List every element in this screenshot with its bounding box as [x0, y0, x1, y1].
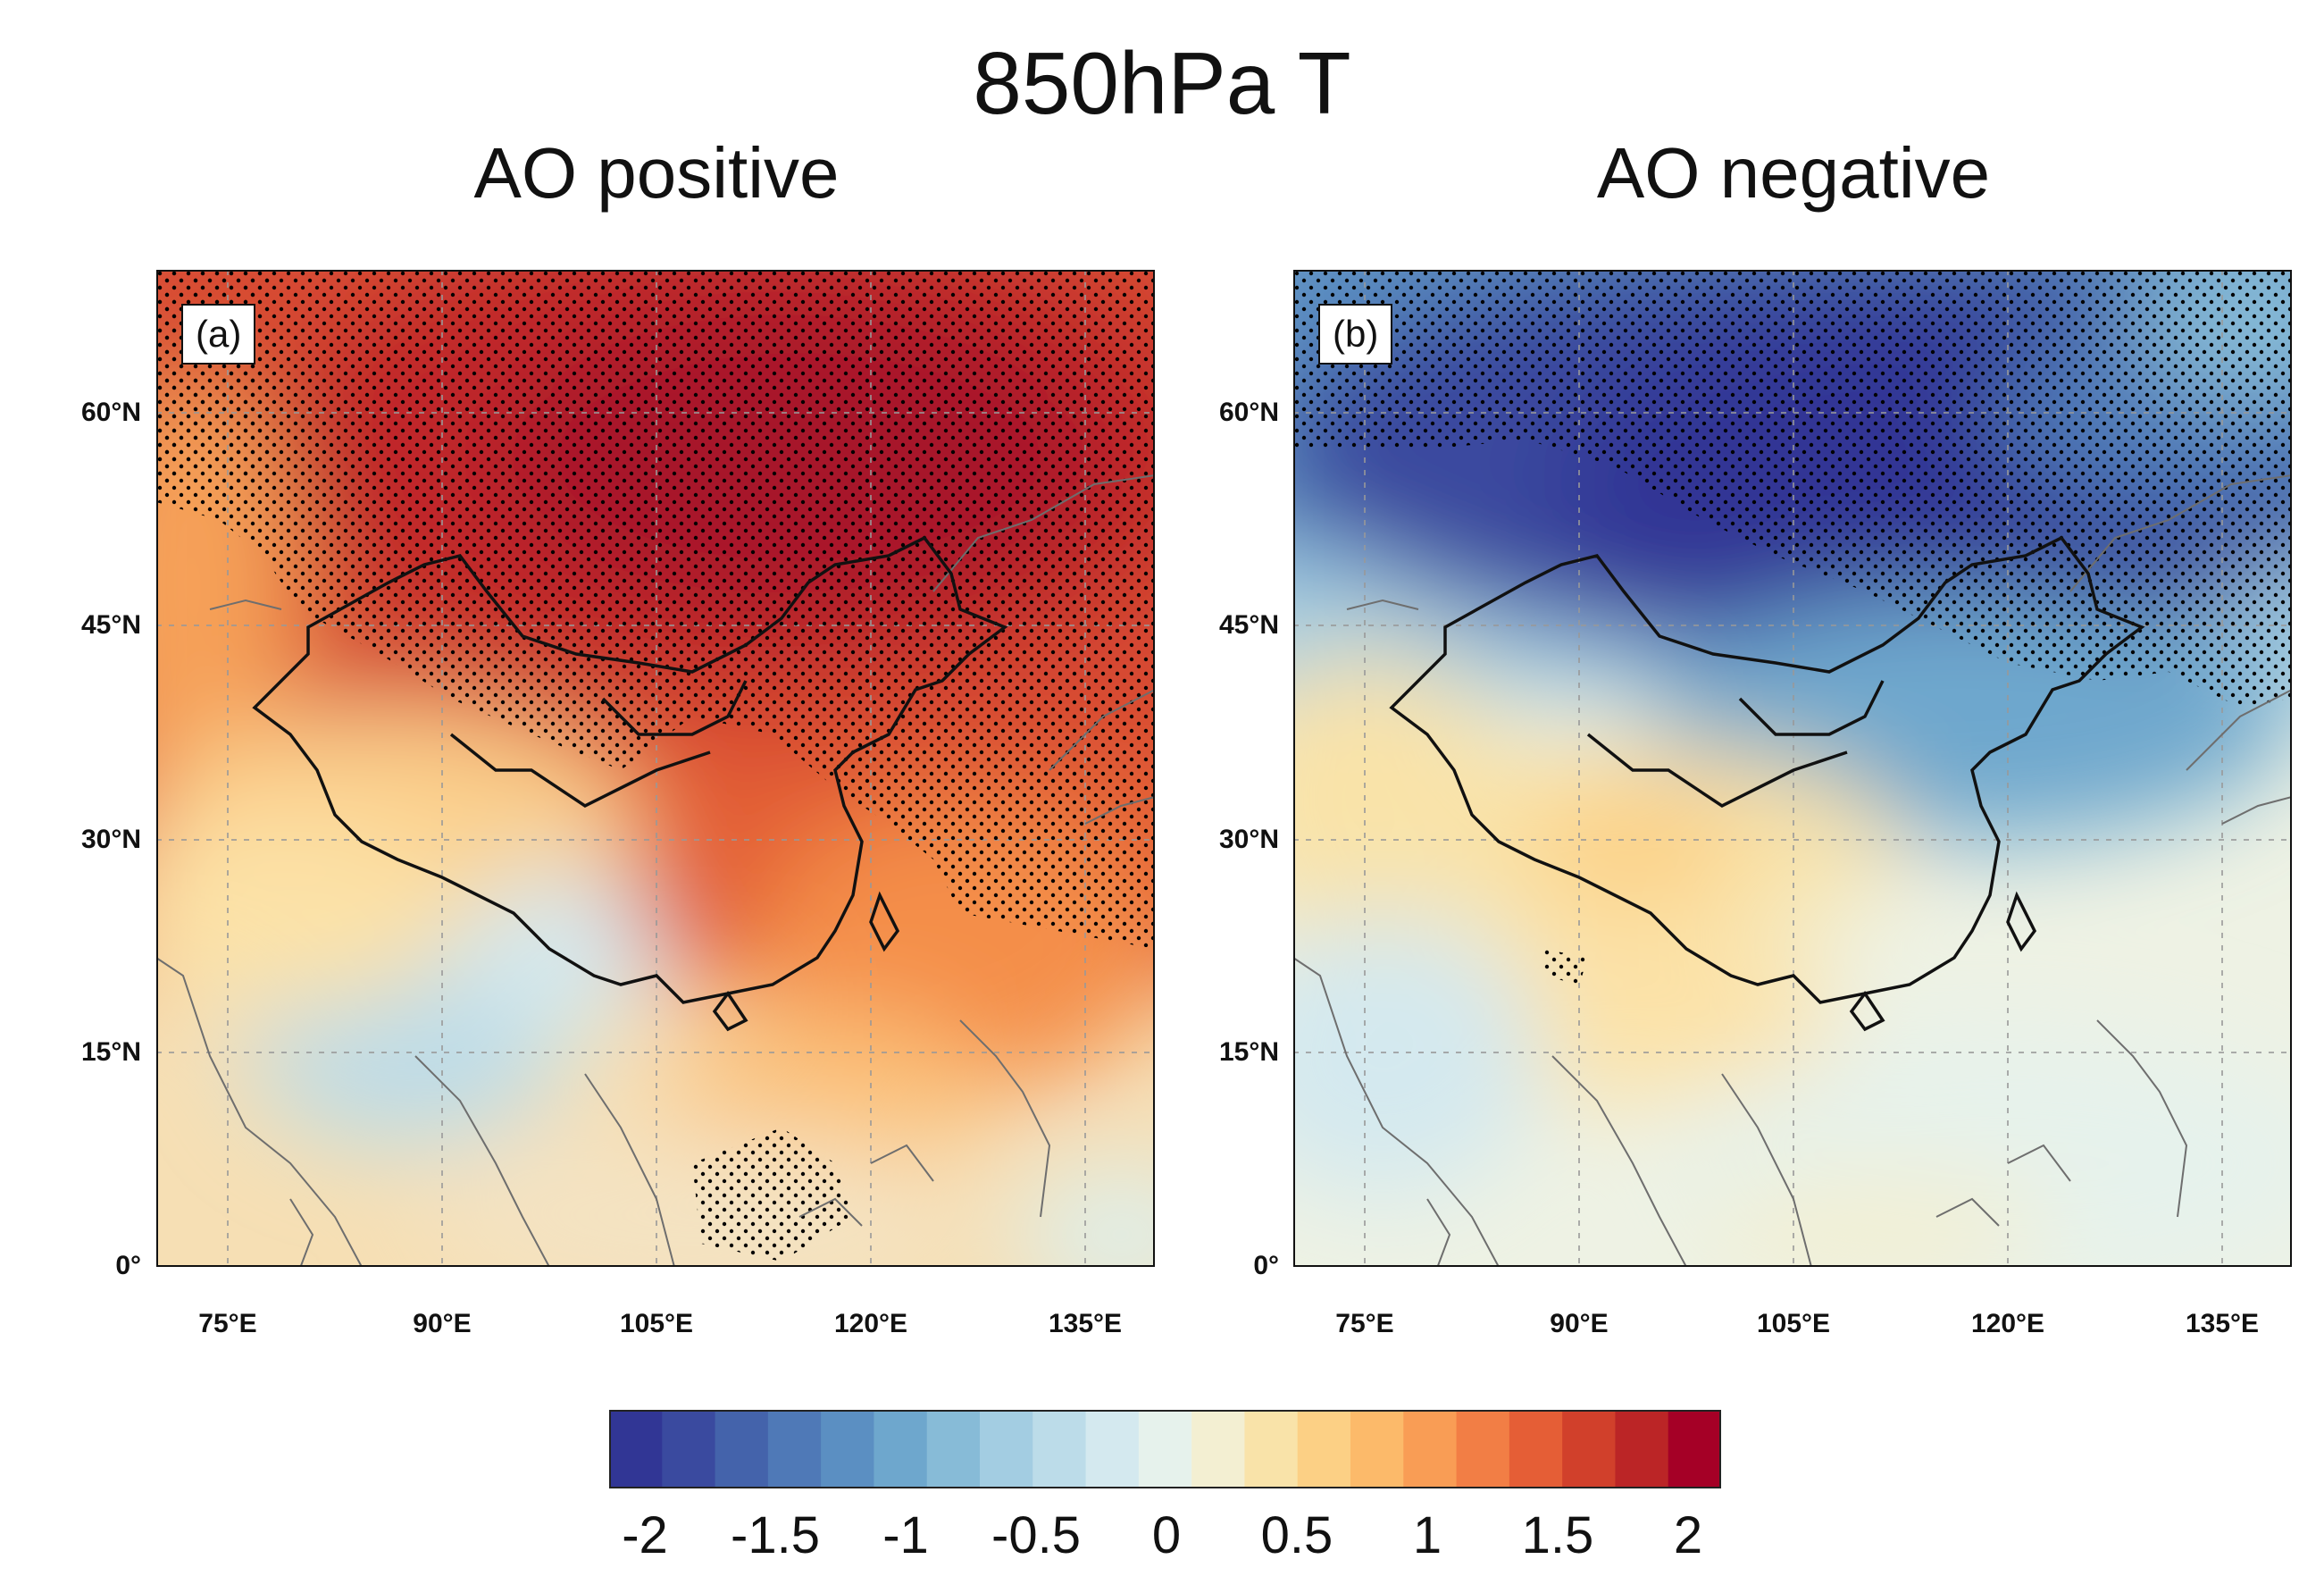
colorbar-tick-label: -1.5 [731, 1506, 820, 1564]
colorbar-swatch [1191, 1410, 1246, 1488]
colorbar-swatch [926, 1410, 981, 1488]
lat-tick-label: 0° [1253, 1251, 1279, 1280]
lon-tick-label: 75°E [198, 1309, 257, 1338]
lat-tick-label: 15°N [80, 1037, 141, 1067]
lon-tick-label: 90°E [1550, 1309, 1609, 1338]
panel-b-label: (b) [1318, 304, 1393, 365]
lon-tick-label: 105°E [619, 1309, 694, 1338]
coastlines [156, 474, 1155, 1267]
colorbar-swatch [1668, 1410, 1721, 1488]
colorbar-tick-label: 1.5 [1521, 1506, 1594, 1564]
lat-tick-label: 60°N [80, 398, 141, 427]
lat-tick-label: 60°N [1218, 398, 1279, 427]
colorbar-tick-label: 0.5 [1260, 1506, 1333, 1564]
colorbar-swatch [1509, 1410, 1563, 1488]
lon-tick-label: 135°E [2185, 1309, 2260, 1338]
lon-tick-label: 105°E [1756, 1309, 1831, 1338]
panel-a-title: AO positive [473, 133, 840, 213]
colorbar-swatch [1297, 1410, 1351, 1488]
colorbar-swatch [980, 1410, 1033, 1488]
colorbar-swatch [1615, 1410, 1669, 1488]
lat-tick-label: 0° [115, 1251, 141, 1280]
colorbar-tick-label: -2 [622, 1506, 668, 1564]
china-border [252, 535, 1008, 1032]
colorbar-tick-label: 1 [1412, 1506, 1442, 1564]
china-border [1389, 535, 2145, 1032]
colorbar-swatch [1456, 1410, 1510, 1488]
map-panel-a-svg [156, 270, 1155, 1267]
lat-tick-label: 30°N [80, 825, 141, 854]
colorbar-tick-label: -1 [882, 1506, 929, 1564]
colorbar-swatch [767, 1410, 822, 1488]
colorbar-swatch [609, 1410, 663, 1488]
lon-tick-label: 120°E [833, 1309, 908, 1338]
colorbar [609, 1410, 1721, 1488]
significance-stippling [1293, 270, 2292, 985]
lon-tick-label: 90°E [413, 1309, 472, 1338]
coastlines [1293, 474, 2292, 1267]
panel-a-label: (a) [181, 304, 256, 365]
map-panel-a: (a) [156, 270, 1155, 1267]
colorbar-swatch [821, 1410, 875, 1488]
map-panel-b-svg [1293, 270, 2292, 1267]
colorbar-tick-label: 2 [1673, 1506, 1703, 1564]
lon-tick-label: 120°E [1970, 1309, 2045, 1338]
lat-tick-label: 30°N [1218, 825, 1279, 854]
colorbar-swatch [1085, 1410, 1140, 1488]
colorbar-tick-label: 0 [1151, 1506, 1182, 1564]
colorbar-swatch [1562, 1410, 1617, 1488]
colorbar-swatch [662, 1410, 716, 1488]
colorbar-tick-label: -0.5 [991, 1506, 1081, 1564]
lon-tick-label: 75°E [1335, 1309, 1394, 1338]
colorbar-outline [609, 1410, 1721, 1488]
colorbar-swatch [715, 1410, 769, 1488]
colorbar-swatch [1138, 1410, 1192, 1488]
map-panel-b: (b) [1293, 270, 2292, 1267]
lat-tick-label: 45°N [1218, 610, 1279, 640]
panel-b-title: AO negative [1596, 133, 1991, 213]
lon-tick-label: 135°E [1048, 1309, 1123, 1338]
lat-tick-label: 45°N [80, 610, 141, 640]
colorbar-swatch [1032, 1410, 1087, 1488]
colorbar-swatch [1403, 1410, 1458, 1488]
lat-tick-label: 15°N [1218, 1037, 1279, 1067]
figure-title: 850hPa T [973, 34, 1351, 132]
colorbar-swatch [1244, 1410, 1299, 1488]
colorbar-swatch [1350, 1410, 1404, 1488]
colorbar-swatch [874, 1410, 928, 1488]
